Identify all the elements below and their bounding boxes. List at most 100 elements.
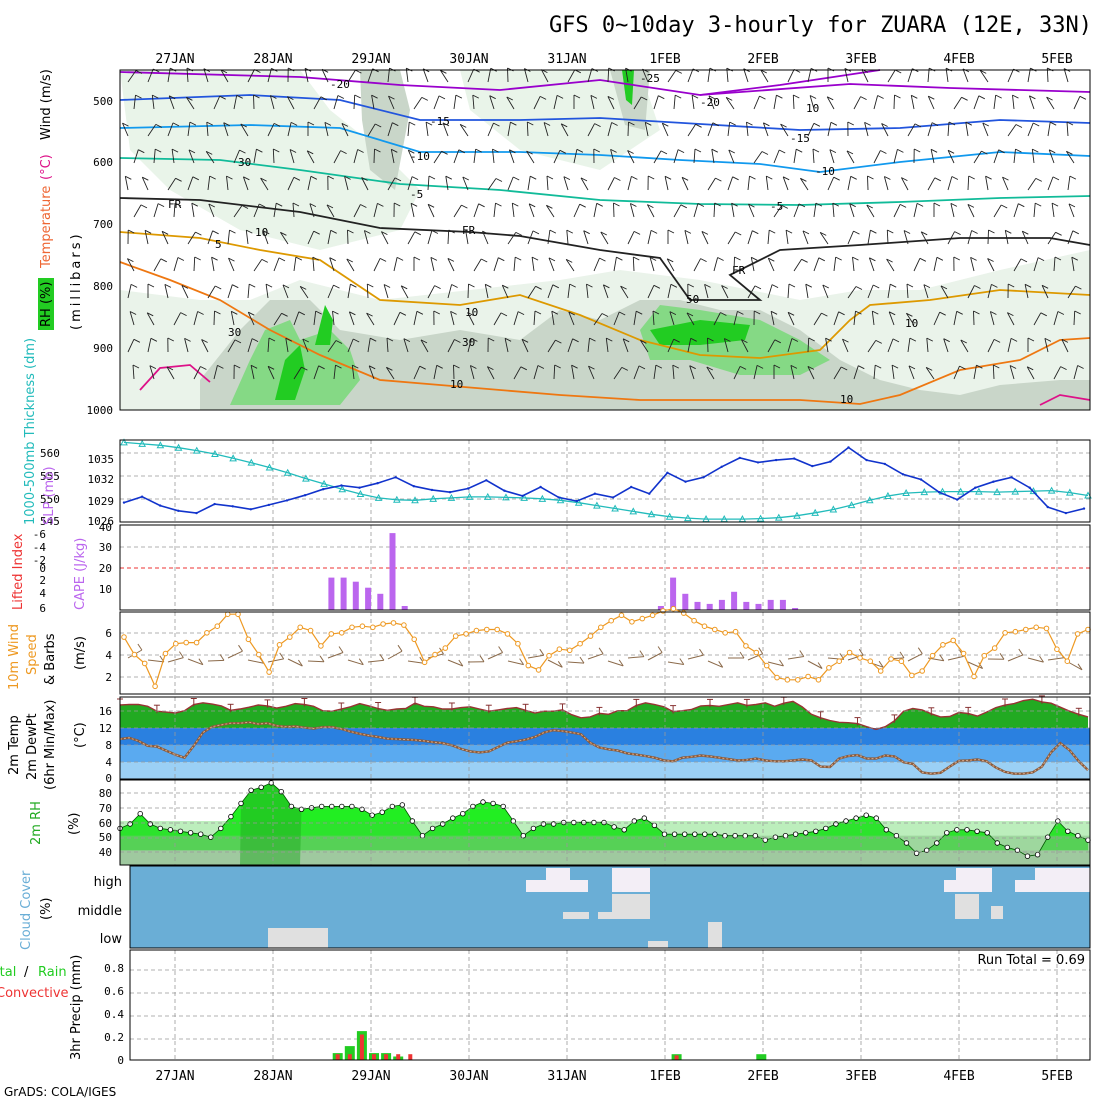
wind-barb [809,95,815,110]
rh2m-point [873,815,879,821]
rh2m-panel-frame [119,779,1091,866]
slp-point [793,457,796,460]
wind-barb [531,257,535,272]
wind10m-point [297,624,304,631]
isotherm-label: 10 [806,102,819,115]
wind-barb [313,96,322,110]
wind-barb [413,97,423,110]
wind-barb [153,203,159,218]
wind-barb-flag [175,177,182,182]
wind-barb [373,203,378,218]
wind-barb-flag [695,123,702,128]
wind-barb-flag [717,257,724,261]
wind10m-barb-flag [799,650,805,657]
wind10m-point [359,623,366,630]
wind-barb-flag [798,203,806,208]
slp-point [720,465,723,468]
thickness-point [374,493,383,501]
wind-barb-flag [763,122,770,127]
wind-barb-flag [453,364,460,369]
wind-barb [647,204,655,218]
temp2m-panel-frame [119,696,1091,780]
wind-barb [731,203,735,218]
isotherm-label: FR [732,264,746,277]
wind-barb [747,230,753,245]
wind-barb [947,121,950,137]
slp-point [919,478,923,481]
wind-barb [191,203,195,218]
wind10m-barb-flag [137,643,143,651]
wind-barb-flag [847,121,855,126]
slp-point [702,476,705,479]
wind-barb [893,149,898,164]
wind-barb [533,96,541,110]
wind-barb-flag [548,257,556,262]
wind-barb [681,177,689,191]
precip-total-bar [756,1054,767,1060]
wind-barb [647,230,652,245]
chart-title: GFS 0~10day 3-hourly for ZUARA (12E, 33N… [549,13,1092,38]
wind-barb-flag [396,256,404,261]
wind-barb [193,311,199,326]
wind-barb-flag [132,364,140,369]
thickness-point [793,511,801,519]
wind-barb [849,203,855,218]
wind-barb-flag [465,229,472,234]
wind-barb [381,231,389,245]
wind-barb [861,69,869,83]
wind-barb-flag [289,149,297,153]
wind-barb-flag [248,283,256,288]
wind-barb [1061,339,1069,353]
wind-barb-flag [447,257,455,262]
wind-barb-flag [756,364,764,369]
wind-barb [770,311,775,326]
wind-barb-flag [704,283,711,288]
wind-barb-flag [186,96,193,101]
rh2m-point [883,827,889,833]
wind-barb-flag [410,202,418,207]
wind10m-point [338,630,345,636]
wind-barb-flag [122,122,129,127]
wind-barb [1021,231,1029,245]
wind-barb [472,95,475,110]
wind-barb-flag [357,149,364,153]
wind-barb-flag [830,121,838,126]
rh2m-point [409,818,416,824]
wind10m-barb [247,659,264,664]
precip-axis: 0 0.2 0.4 0.6 0.8 [104,962,124,1067]
wind-barb-flag [335,340,343,344]
wind-barb-flag [614,177,621,181]
rh2m-point [429,825,436,832]
rh-label: RH (%) [39,282,54,327]
wind-barb-flag [677,149,685,154]
wind-barb [687,124,696,137]
wind-barb [526,121,529,137]
rh2m-point [1014,847,1021,853]
wind-barb [213,310,215,326]
wind-barb [513,311,519,326]
wind-barb [822,284,829,299]
wind-barb-flag [355,69,362,74]
wind-barb-flag [630,203,637,207]
wind-barb-flag [593,148,601,153]
thickness-point [884,491,892,499]
wind10m-point [256,651,262,658]
wind10m-label-4: (m/s) [73,636,88,670]
wind-barb [306,150,315,164]
cape-tick: 40 [99,521,112,534]
wind-barb [567,284,571,299]
wind-barb [420,339,429,353]
slp-line [123,446,1085,514]
wind10m-point [121,634,127,640]
wind-barb-flag [217,364,224,369]
wind-barb [607,177,615,191]
wind-barb-flag [793,94,800,99]
wind-barb-flag [1015,124,1023,128]
wind10m-point [162,650,169,657]
wind10m-barb-flag [178,651,184,658]
top-date-label: 30JAN [449,52,488,67]
wind-barb-flag [559,149,567,154]
wind10m-panel: 2 4 6 10m Wind Speed & Barbs (m/s) [7,605,1091,695]
wind-barb [689,365,695,380]
wind10m-point [152,683,158,690]
